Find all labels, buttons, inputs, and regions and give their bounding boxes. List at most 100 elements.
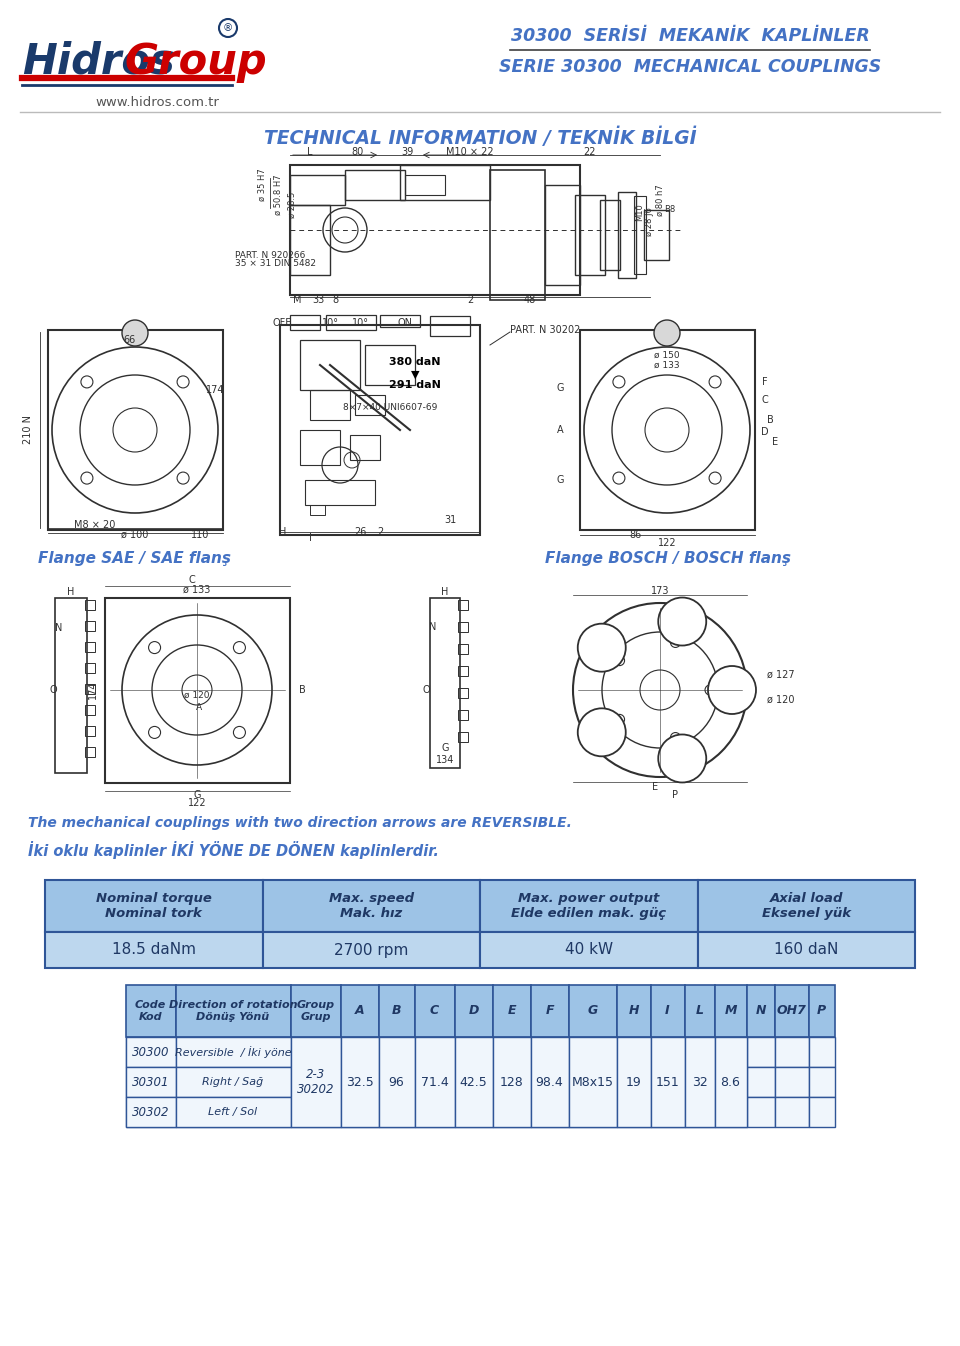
Bar <box>616 1036 651 1067</box>
Bar <box>492 1036 531 1067</box>
Text: Group
Grup: Group Grup <box>297 1000 335 1022</box>
Bar <box>85 664 95 673</box>
Bar <box>714 1036 747 1067</box>
Text: H: H <box>628 1004 638 1018</box>
Text: 18.5 daNm: 18.5 daNm <box>111 942 196 957</box>
Bar <box>458 622 468 633</box>
Bar <box>747 1097 775 1127</box>
Bar <box>341 985 378 1036</box>
Bar <box>714 1036 747 1127</box>
Bar <box>480 880 698 931</box>
Text: G: G <box>556 384 564 393</box>
Text: ø 127: ø 127 <box>767 670 795 680</box>
Bar <box>698 931 915 968</box>
Bar <box>490 170 545 300</box>
Bar <box>291 1036 341 1067</box>
Bar <box>176 1097 291 1127</box>
Text: 122: 122 <box>658 538 676 548</box>
Bar <box>378 985 415 1036</box>
Bar <box>808 1097 834 1127</box>
Text: E: E <box>772 437 778 447</box>
Text: M: M <box>724 1004 736 1018</box>
Text: H: H <box>67 587 75 598</box>
Text: 26: 26 <box>354 528 366 537</box>
Bar <box>714 1067 747 1097</box>
Text: 66: 66 <box>124 335 136 345</box>
Text: 160 daN: 160 daN <box>774 942 838 957</box>
Text: Direction of rotation
Dönüş Yönü: Direction of rotation Dönüş Yönü <box>169 1000 298 1022</box>
Text: 2: 2 <box>467 295 473 306</box>
Bar <box>85 725 95 736</box>
Text: Nominal torque
Nominal tork: Nominal torque Nominal tork <box>96 892 212 921</box>
Bar <box>126 1067 176 1097</box>
Text: 10°: 10° <box>322 318 339 328</box>
Text: 8×7×40 UNI6607-69: 8×7×40 UNI6607-69 <box>343 402 437 412</box>
Bar <box>415 1036 454 1067</box>
Text: 96: 96 <box>389 1075 404 1089</box>
Text: 2-3
30202: 2-3 30202 <box>297 1067 334 1096</box>
Text: M10: M10 <box>636 203 644 221</box>
Circle shape <box>122 320 148 346</box>
Text: B: B <box>392 1004 401 1018</box>
Bar <box>747 985 775 1036</box>
Bar <box>644 210 669 260</box>
Bar <box>531 1036 568 1127</box>
Bar <box>45 931 262 968</box>
Text: OFF: OFF <box>273 318 292 328</box>
Bar <box>262 931 480 968</box>
Bar <box>714 985 747 1036</box>
Bar <box>651 1036 684 1127</box>
Text: 380 daN: 380 daN <box>389 357 441 367</box>
Text: L: L <box>695 1004 704 1018</box>
Bar <box>580 330 755 530</box>
Bar <box>291 1036 341 1127</box>
Bar <box>290 175 345 205</box>
Text: 134: 134 <box>436 755 454 765</box>
Bar <box>684 1097 714 1127</box>
Text: 98.4: 98.4 <box>536 1075 564 1089</box>
Text: TECHNICAL INFORMATION / TEKNİK BİLGİ: TECHNICAL INFORMATION / TEKNİK BİLGİ <box>264 128 696 148</box>
Text: ø 28 J6: ø 28 J6 <box>645 207 655 237</box>
Text: N: N <box>756 1004 766 1018</box>
Bar <box>85 747 95 756</box>
Text: 71.4: 71.4 <box>420 1075 448 1089</box>
Text: ▼: ▼ <box>411 370 420 380</box>
Bar <box>430 316 470 336</box>
Bar <box>458 688 468 699</box>
Text: A: A <box>196 703 202 712</box>
Text: D: D <box>468 1004 479 1018</box>
Bar <box>176 1036 291 1067</box>
Text: O: O <box>422 685 430 695</box>
Bar <box>300 429 340 464</box>
Bar <box>568 985 616 1036</box>
Text: B: B <box>767 415 774 425</box>
Bar <box>775 1067 808 1097</box>
Bar <box>262 880 480 931</box>
Bar <box>415 1067 454 1097</box>
Text: Reversible  / İki yöne: Reversible / İki yöne <box>175 1046 291 1058</box>
Bar <box>310 390 350 420</box>
Bar <box>684 1067 714 1097</box>
Bar <box>378 1097 415 1127</box>
Text: Group: Group <box>125 40 268 83</box>
Text: ø 133: ø 133 <box>183 586 210 595</box>
Text: 2: 2 <box>377 528 383 537</box>
Bar <box>45 880 262 931</box>
Text: 174: 174 <box>88 681 98 700</box>
Text: D: D <box>761 427 769 437</box>
Bar <box>458 600 468 610</box>
Text: 32.5: 32.5 <box>346 1075 373 1089</box>
Text: 22: 22 <box>584 147 596 157</box>
Text: 8.6: 8.6 <box>721 1075 740 1089</box>
Text: 40 kW: 40 kW <box>564 942 612 957</box>
Text: Max. power output
Elde edilen mak. güç: Max. power output Elde edilen mak. güç <box>511 892 666 921</box>
Text: PART. N 920266: PART. N 920266 <box>235 250 305 260</box>
Text: ®: ® <box>223 23 233 34</box>
Text: M8 × 20: M8 × 20 <box>74 520 116 530</box>
Text: 122: 122 <box>188 798 206 808</box>
Text: I: I <box>665 1004 670 1018</box>
Text: M10 × 22: M10 × 22 <box>446 147 493 157</box>
Text: 80: 80 <box>352 147 364 157</box>
Bar <box>378 1036 415 1067</box>
Text: P: P <box>817 1004 826 1018</box>
